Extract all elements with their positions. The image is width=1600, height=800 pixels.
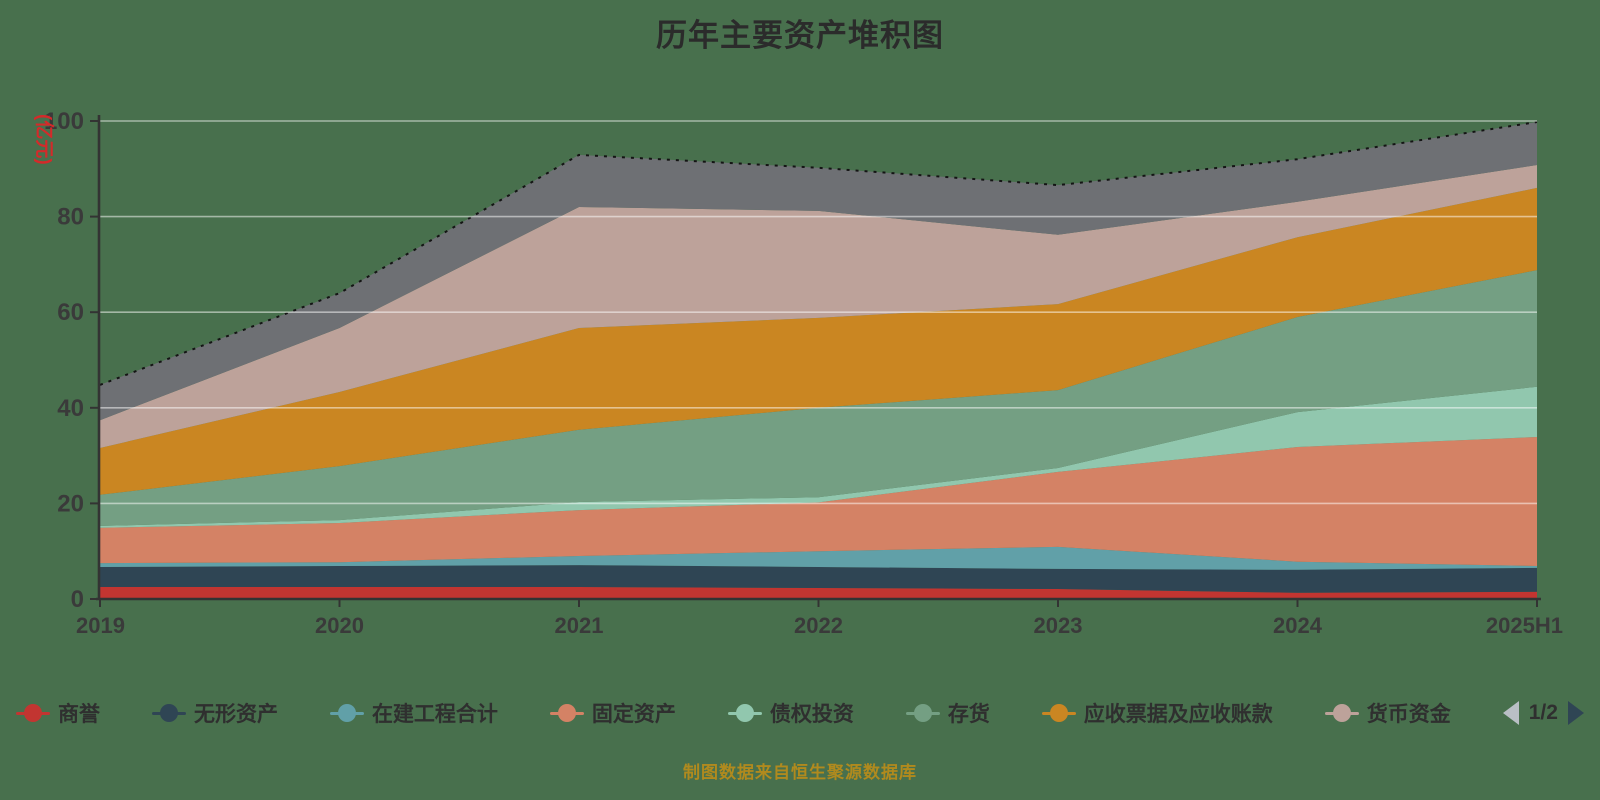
y-tick-label-60: 60 — [57, 299, 84, 326]
y-axis-name: (亿元) — [33, 114, 56, 165]
area-band-固定资产[interactable] — [100, 437, 1537, 566]
legend-dot — [159, 704, 178, 722]
chart-legend: 商誉 无形资产 在建工程合计 固定资产 债权投资 存货 应收票据及应收账款 货币资金 1/2 — [0, 698, 1600, 728]
legend-pager: 1/2 — [1502, 701, 1584, 725]
y-tick-label-40: 40 — [57, 395, 84, 422]
legend-item-存货[interactable]: 存货 — [905, 698, 990, 728]
legend-marker-icon — [16, 704, 50, 722]
y-tick-label-100: 100 — [44, 108, 84, 135]
legend-marker-icon — [1041, 704, 1076, 722]
stacked-area-chart[interactable]: 0 20 40 60 80 100 2019 2020 2021 2022 2023 2024 2025… — [0, 0, 1600, 660]
legend-item-商誉[interactable]: 商誉 — [16, 698, 100, 728]
legend-label: 在建工程合计 — [371, 703, 498, 726]
area-band-存货[interactable] — [100, 270, 1537, 526]
legend-prev-icon[interactable] — [1502, 701, 1519, 725]
x-tick-label-2024: 2024 — [1273, 613, 1323, 638]
legend-label: 债权投资 — [769, 703, 854, 726]
legend-label: 无形资产 — [193, 703, 278, 726]
legend-marker-icon — [1324, 704, 1359, 722]
legend-dot — [337, 704, 356, 722]
area-band-货币资金[interactable] — [100, 165, 1537, 448]
legend-marker-icon — [727, 704, 762, 722]
data-source-caption: 制图数据来自恒生聚源数据库 — [683, 763, 917, 782]
area-band-series-9[interactable] — [100, 122, 1537, 421]
legend-item-债权投资[interactable]: 债权投资 — [727, 698, 854, 728]
legend-dot — [557, 704, 576, 722]
y-tick-label-0: 0 — [71, 586, 84, 613]
x-tick-label-2020: 2020 — [315, 613, 364, 638]
legend-label: 固定资产 — [591, 703, 676, 726]
legend-item-在建工程合计[interactable]: 在建工程合计 — [329, 698, 498, 728]
area-band-应收票据及应收账款[interactable] — [100, 187, 1537, 495]
x-tick-label-2019: 2019 — [76, 613, 125, 638]
legend-dot — [913, 704, 932, 722]
x-tick-label-2021: 2021 — [555, 613, 604, 638]
legend-marker-icon — [329, 704, 364, 722]
legend-item-固定资产[interactable]: 固定资产 — [549, 698, 676, 728]
legend-marker-icon — [905, 704, 940, 722]
legend-label: 应收票据及应收账款 — [1083, 703, 1273, 726]
legend-label: 商誉 — [58, 703, 100, 726]
legend-dot — [1049, 704, 1068, 722]
legend-marker-icon — [151, 704, 186, 722]
legend-item-无形资产[interactable]: 无形资产 — [151, 698, 278, 728]
legend-item-应收票据及应收账款[interactable]: 应收票据及应收账款 — [1041, 698, 1273, 728]
area-band-债权投资[interactable] — [100, 386, 1537, 528]
legend-page-indicator: 1/2 — [1528, 701, 1558, 724]
legend-label: 存货 — [947, 703, 990, 726]
total-top-line — [99, 121, 1538, 386]
x-tick-label-2025H1: 2025H1 — [1486, 613, 1563, 638]
legend-dot — [1332, 704, 1351, 722]
legend-label: 货币资金 — [1366, 703, 1451, 726]
legend-dot — [735, 704, 754, 722]
legend-dot — [24, 704, 42, 722]
legend-marker-icon — [549, 704, 584, 722]
chart-title: 历年主要资产堆积图 — [656, 18, 944, 53]
legend-item-货币资金[interactable]: 货币资金 — [1324, 698, 1451, 728]
legend-next-icon[interactable] — [1567, 701, 1584, 725]
area-band-在建工程合计[interactable] — [100, 546, 1537, 570]
y-tick-label-20: 20 — [57, 490, 84, 517]
area-band-无形资产[interactable] — [100, 565, 1537, 593]
x-tick-label-2023: 2023 — [1034, 613, 1083, 638]
area-band-商誉[interactable] — [100, 587, 1537, 599]
y-tick-label-80: 80 — [57, 204, 84, 231]
x-tick-label-2022: 2022 — [794, 613, 843, 638]
